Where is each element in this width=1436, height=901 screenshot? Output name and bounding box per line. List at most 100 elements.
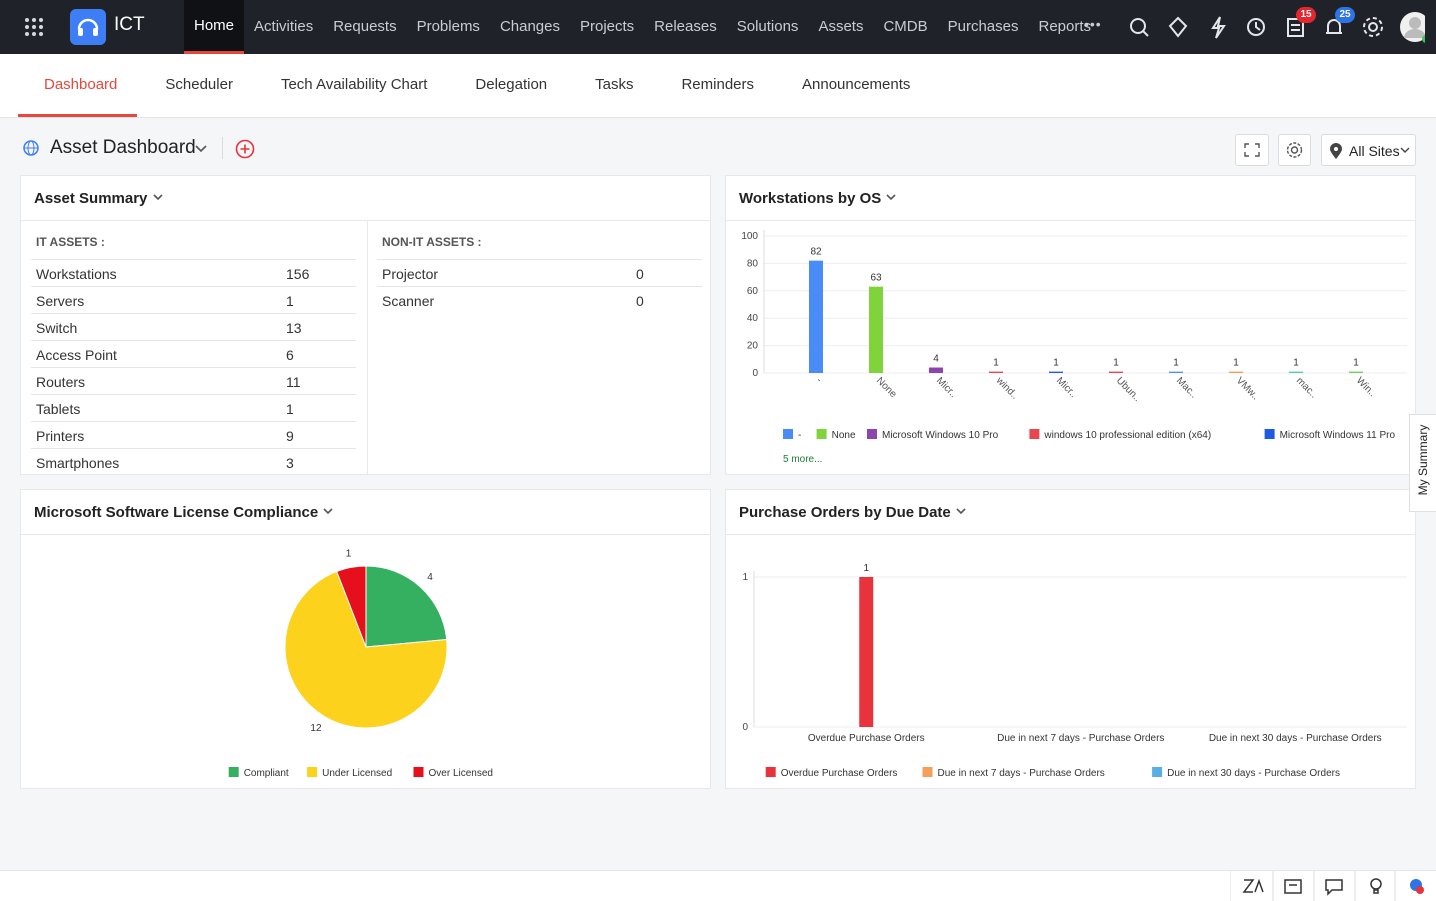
legend-swatch[interactable]: [1152, 767, 1163, 777]
fullscreen-button[interactable]: [1235, 134, 1269, 166]
menu-item[interactable]: Activities: [254, 18, 314, 35]
menu-item[interactable]: Releases: [654, 18, 717, 35]
chart-widget: Purchase Orders by Due Date 0 1 1 Overdue P…: [725, 489, 1416, 789]
legend-label[interactable]: Due in next 30 days - Purchase Orders: [1167, 768, 1340, 779]
dropdown-icon[interactable]: [322, 507, 334, 517]
legend-swatch[interactable]: [867, 429, 877, 439]
table-row: Routers 11: [31, 367, 356, 395]
site-selector[interactable]: All Sites: [1321, 134, 1416, 166]
menu-item[interactable]: Reports: [1038, 18, 1092, 35]
widget-header: Workstations by OS: [726, 176, 1415, 221]
chart-widget: Microsoft Software License Compliance 4 1…: [20, 489, 711, 789]
x-tick-label: VMw..: [1234, 375, 1261, 402]
legend-swatch[interactable]: [1264, 429, 1275, 439]
legend-label[interactable]: -: [798, 430, 801, 441]
legend-swatch[interactable]: [816, 429, 827, 439]
menu-item[interactable]: Changes: [499, 18, 560, 35]
widget-title[interactable]: Workstations by OS: [739, 190, 882, 207]
x-tick-label: wind..: [993, 375, 1020, 402]
legend-label[interactable]: Microsoft Windows 11 Pro: [1280, 430, 1396, 441]
dashboard-title[interactable]: Asset Dashboard: [50, 137, 196, 158]
tab[interactable]: Tech Availability Chart: [255, 54, 447, 114]
menu-item[interactable]: Solutions: [736, 18, 799, 35]
menu-item[interactable]: Assets: [818, 18, 864, 35]
bar[interactable]: [989, 371, 1003, 373]
apps-icon[interactable]: [24, 17, 44, 37]
top-navigation: ICT Home Activities Requests Problems Change…: [0, 0, 1436, 54]
more-menu[interactable]: •••: [1084, 16, 1102, 32]
table-row: Servers 1: [31, 286, 356, 314]
legend-label[interactable]: Compliant: [244, 768, 289, 779]
legend-swatch[interactable]: [228, 767, 239, 777]
widget-title[interactable]: Asset Summary: [34, 190, 148, 207]
bar[interactable]: [1049, 371, 1063, 373]
legend-swatch[interactable]: [783, 429, 793, 439]
badge: 15: [1296, 7, 1316, 23]
settings-button[interactable]: [1278, 134, 1311, 166]
table-row: Printers 9: [31, 421, 356, 449]
badge: 25: [1335, 7, 1355, 23]
tab[interactable]: Delegation: [449, 54, 567, 114]
legend-label[interactable]: None: [832, 430, 856, 441]
bar[interactable]: [859, 577, 874, 727]
data-label: 1: [1353, 358, 1359, 369]
asset-name: Printers: [36, 428, 85, 444]
pie-slice[interactable]: [336, 565, 367, 648]
widget-title[interactable]: Microsoft Software License Compliance: [34, 504, 319, 521]
asset-count: 13: [286, 320, 302, 336]
tab[interactable]: Announcements: [776, 54, 930, 114]
legend-swatch[interactable]: [307, 767, 318, 777]
legend-label[interactable]: Overdue Purchase Orders: [781, 768, 898, 779]
bar[interactable]: [1109, 371, 1123, 373]
bar[interactable]: [809, 260, 823, 373]
tab-label: Tech Availability Chart: [280, 75, 428, 93]
x-tick-label: Win..: [1354, 375, 1378, 399]
menu-item[interactable]: Purchases: [947, 18, 1019, 35]
dropdown-icon[interactable]: [152, 193, 164, 203]
legend-more[interactable]: 5 more...: [783, 454, 822, 465]
tab[interactable]: Reminders: [655, 54, 774, 114]
legend-label[interactable]: Over Licensed: [429, 768, 493, 779]
bar[interactable]: [1349, 371, 1363, 373]
app-name: ICT: [114, 14, 145, 35]
bar[interactable]: [869, 286, 883, 373]
logo[interactable]: [70, 9, 106, 45]
y-tick-label: 80: [747, 258, 759, 269]
legend-swatch[interactable]: [413, 767, 424, 777]
bar[interactable]: [929, 367, 943, 373]
side-tab[interactable]: My Summary: [1409, 414, 1436, 512]
menu-item[interactable]: Home: [184, 0, 245, 54]
menu-item[interactable]: Projects: [579, 18, 635, 35]
tab[interactable]: Dashboard: [18, 54, 138, 117]
asset-name: Projector: [382, 266, 439, 282]
menu-item[interactable]: CMDB: [883, 18, 928, 35]
data-label: 1: [1053, 358, 1059, 369]
widget-title[interactable]: Purchase Orders by Due Date: [739, 504, 951, 521]
dropdown-icon[interactable]: [955, 507, 967, 517]
asset-count: 11: [286, 374, 301, 390]
legend-label[interactable]: Under Licensed: [322, 768, 392, 779]
legend-swatch[interactable]: [765, 767, 776, 777]
dropdown-icon[interactable]: [194, 143, 208, 155]
pie-slice[interactable]: [365, 565, 448, 648]
legend-label[interactable]: Due in next 7 days - Purchase Orders: [938, 768, 1105, 779]
pie-slice[interactable]: [284, 570, 448, 729]
legend-swatch[interactable]: [922, 767, 933, 777]
bar[interactable]: [1289, 371, 1303, 373]
asset-name: Tablets: [36, 401, 81, 417]
dropdown-icon[interactable]: [885, 193, 897, 203]
tab[interactable]: Tasks: [569, 54, 653, 114]
bar[interactable]: [1229, 371, 1243, 373]
legend-swatch[interactable]: [1029, 429, 1040, 439]
menu-item[interactable]: Requests: [333, 18, 397, 35]
asset-count: 9: [286, 428, 294, 444]
widget-header: Microsoft Software License Compliance: [21, 490, 710, 535]
tab[interactable]: Scheduler: [139, 54, 253, 114]
add-dashboard-button[interactable]: [235, 139, 255, 159]
menu-item[interactable]: Problems: [416, 18, 480, 35]
bar[interactable]: [1169, 371, 1183, 373]
legend-label[interactable]: windows 10 professional edition (x64): [1043, 430, 1211, 441]
x-tick-label: Due in next 30 days - Purchase Orders: [1209, 733, 1382, 744]
legend-label[interactable]: Microsoft Windows 10 Pro: [882, 430, 999, 441]
toolbar-icons: [1130, 12, 1425, 43]
